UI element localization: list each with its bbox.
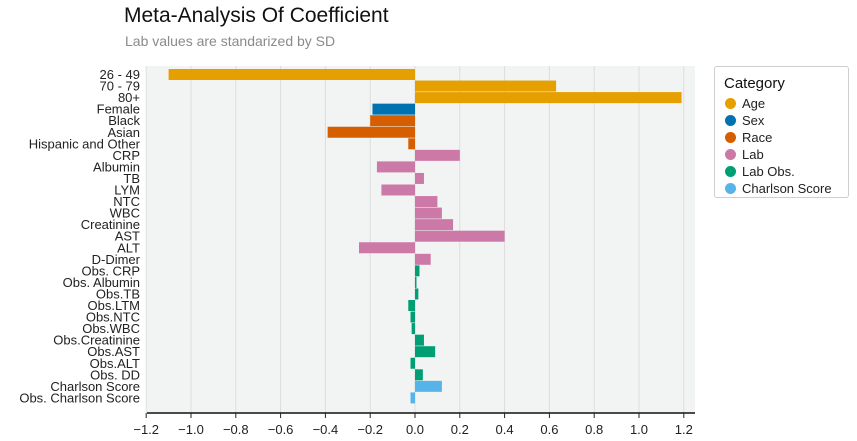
- category-label: CRP: [113, 148, 140, 163]
- legend-label: Race: [742, 129, 773, 145]
- chart-title: Meta-Analysis Of Coefficient: [124, 4, 389, 27]
- bar: [415, 288, 419, 300]
- bar: [415, 253, 431, 265]
- legend-item: Race: [725, 129, 772, 145]
- x-tick-label: 0.4: [496, 422, 514, 437]
- legend: Category Age Sex Race Lab Lab Obs. Charlson S…: [714, 66, 849, 198]
- category-label: Hispanic and Other: [29, 136, 141, 151]
- category-label: Obs.ALT: [90, 356, 140, 371]
- category-label: Obs.Creatinine: [53, 333, 140, 348]
- x-tick-label: 1.2: [675, 422, 693, 437]
- category-label: Obs.LTM: [88, 298, 141, 313]
- category-label: Obs. Charlson Score: [19, 390, 140, 405]
- bar: [415, 346, 436, 358]
- x-tick-label: −0.8: [223, 422, 249, 437]
- bar: [372, 103, 415, 115]
- legend-swatch: [725, 131, 736, 143]
- legend-swatch: [725, 148, 736, 160]
- bar: [410, 311, 415, 323]
- legend-label: Lab: [742, 146, 764, 162]
- x-tick-label: −0.2: [357, 422, 383, 437]
- x-tick-label: 0.2: [451, 422, 469, 437]
- category-label: Obs.NTC: [86, 310, 140, 325]
- category-label: LYM: [114, 183, 140, 198]
- legend-item: Lab Obs.: [725, 163, 795, 179]
- legend-item: Charlson Score: [725, 180, 832, 196]
- category-label: Obs.WBC: [82, 321, 140, 336]
- category-label: 26 - 49: [100, 67, 140, 82]
- x-tick-label: 0.8: [585, 422, 603, 437]
- x-tick-label: −0.6: [268, 422, 294, 437]
- category-label: Black: [108, 113, 140, 128]
- legend-title: Category: [724, 75, 785, 92]
- bar: [359, 242, 415, 254]
- x-tick-label: −1.2: [133, 422, 159, 437]
- legend-item: Lab: [725, 146, 764, 162]
- x-tick-label: 0.6: [540, 422, 558, 437]
- legend-label: Sex: [742, 112, 765, 128]
- legend-label: Lab Obs.: [742, 163, 795, 179]
- bar: [415, 172, 424, 184]
- x-tick-label: 1.0: [630, 422, 648, 437]
- category-label: TB: [123, 171, 140, 186]
- bar: [370, 115, 415, 127]
- legend-item: Sex: [725, 112, 764, 128]
- category-label: Obs. DD: [90, 367, 140, 382]
- category-label: AST: [115, 229, 140, 244]
- category-label: ALT: [117, 240, 140, 255]
- category-label: Creatinine: [81, 217, 140, 232]
- category-label: WBC: [110, 206, 140, 221]
- bar: [381, 184, 415, 196]
- category-label: 80+: [118, 90, 140, 105]
- bar: [415, 369, 423, 381]
- bar: [415, 334, 424, 346]
- bars: [168, 69, 682, 404]
- bar: [415, 219, 454, 231]
- bar: [415, 80, 557, 92]
- category-label: Obs. CRP: [81, 263, 140, 278]
- bar: [410, 357, 415, 369]
- x-tick-label: −1.0: [178, 422, 204, 437]
- x-tick-label: −0.4: [313, 422, 339, 437]
- bar: [415, 207, 442, 219]
- bar: [415, 92, 682, 104]
- legend-swatch: [725, 182, 736, 194]
- bar: [415, 265, 420, 277]
- chart-subtitle: Lab values are standarized by SD: [125, 33, 336, 49]
- legend-swatch: [725, 97, 736, 109]
- category-label: Obs.AST: [87, 344, 140, 359]
- category-label: 70 - 79: [100, 79, 140, 94]
- bar: [415, 380, 442, 392]
- bar: [168, 69, 415, 80]
- bar: [376, 161, 415, 173]
- bar: [327, 126, 415, 138]
- bar: [408, 300, 415, 311]
- x-tick-label: 0.0: [406, 422, 424, 437]
- bar: [415, 276, 417, 288]
- legend-label: Charlson Score: [742, 180, 832, 196]
- bar: [415, 196, 438, 208]
- bar: [410, 392, 415, 404]
- category-label: NTC: [113, 194, 140, 209]
- category-label: Asian: [107, 125, 140, 140]
- legend-swatch: [725, 165, 736, 177]
- category-label: Albumin: [93, 159, 140, 174]
- legend-swatch: [725, 114, 736, 126]
- bar: [415, 230, 505, 242]
- legend-label: Age: [742, 95, 766, 111]
- bar: [415, 149, 460, 161]
- category-label: D-Dimer: [92, 252, 141, 267]
- category-label: Female: [97, 102, 140, 117]
- category-label: Obs.TB: [96, 286, 140, 301]
- category-label: Obs. Albumin: [63, 275, 140, 290]
- legend-item: Age: [725, 95, 765, 111]
- bar: [411, 323, 415, 335]
- x-axis-ticks: −1.2 −1.0 −0.8 −0.6 −0.4 −0.2 0.0 0.2 0.4 0.6 0.8 1…: [133, 413, 693, 437]
- category-label: Charlson Score: [50, 379, 140, 394]
- bar: [408, 138, 415, 150]
